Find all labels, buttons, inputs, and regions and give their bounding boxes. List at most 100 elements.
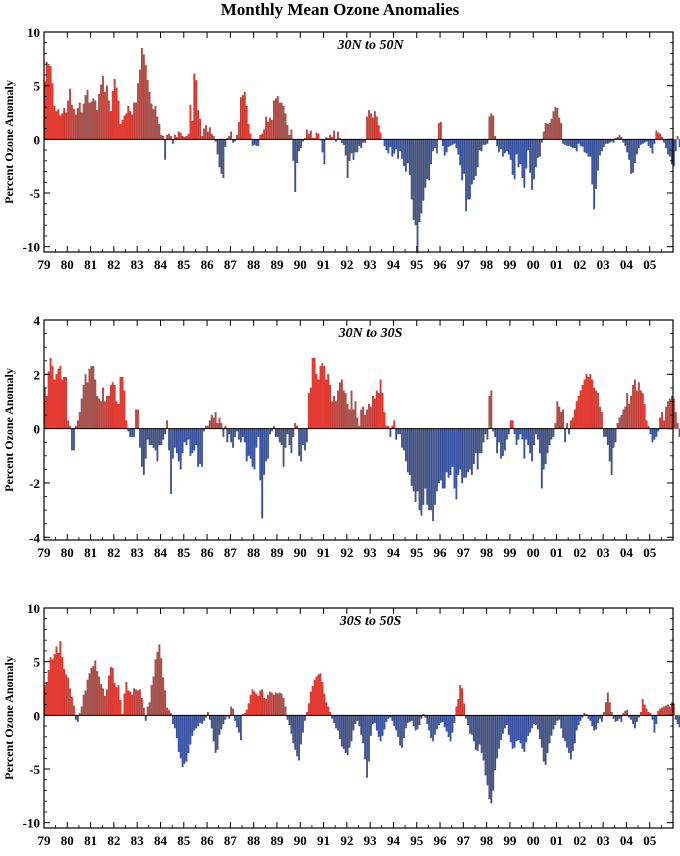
x-tick-label: 86 (201, 257, 215, 270)
bar (465, 428, 467, 478)
bar (455, 428, 458, 500)
bar (230, 706, 233, 716)
bar (197, 110, 200, 140)
bar (383, 715, 386, 730)
bar (282, 428, 285, 467)
bar (280, 693, 283, 716)
bar (86, 382, 89, 429)
bar (655, 130, 658, 140)
bar (537, 428, 539, 440)
bar (47, 64, 50, 140)
bar (637, 382, 640, 429)
bar (420, 428, 423, 516)
bar (463, 703, 465, 716)
bar (537, 139, 539, 158)
bar (589, 715, 592, 721)
bar (653, 715, 656, 733)
x-tick-label: 89 (270, 545, 284, 558)
bar (632, 139, 634, 173)
bar (556, 715, 559, 721)
bar (139, 428, 141, 448)
bar (121, 119, 124, 140)
bar (601, 715, 603, 722)
bar (381, 715, 384, 736)
bar (199, 428, 201, 465)
bar (663, 706, 665, 716)
bar (571, 139, 574, 148)
bar (300, 715, 302, 745)
bar (544, 428, 547, 465)
bar (156, 651, 159, 716)
bar (276, 428, 279, 437)
x-tick-label: 05 (643, 833, 657, 848)
bar (358, 715, 361, 727)
bar (129, 111, 132, 140)
bar (193, 428, 196, 451)
bar (113, 385, 116, 429)
bar (232, 708, 234, 716)
bar (356, 139, 359, 153)
bar (139, 689, 141, 716)
bar (498, 139, 500, 153)
chart-main-title: Monthly Mean Ozone Anomalies (220, 0, 460, 19)
bar (618, 134, 621, 140)
y-axis-label: Percent Ozone Anomaly (2, 656, 16, 780)
bar (280, 102, 283, 140)
bar (455, 139, 458, 148)
bar (65, 376, 68, 429)
bar (156, 116, 159, 140)
bar (288, 134, 291, 140)
bar (286, 715, 289, 720)
bar (556, 401, 559, 429)
bar (535, 715, 537, 726)
bar (315, 374, 318, 429)
bar (307, 703, 310, 716)
bar (472, 428, 475, 465)
bar (560, 412, 563, 429)
bars-30s-50s (43, 641, 680, 804)
bar (552, 428, 555, 437)
bar (432, 139, 434, 152)
bar (659, 417, 662, 429)
bar (47, 371, 50, 429)
bar (133, 102, 135, 140)
bar (566, 139, 568, 146)
bar (519, 139, 522, 165)
y-tick-label: 4 (34, 313, 41, 328)
bar (634, 715, 636, 729)
bar (333, 130, 335, 140)
bar (115, 87, 118, 140)
bar (236, 715, 238, 728)
x-tick-label: 81 (84, 833, 97, 848)
bar (356, 715, 359, 721)
bar (661, 707, 664, 716)
bar (472, 139, 475, 181)
bar (321, 681, 324, 716)
bar (494, 428, 497, 437)
bar (368, 110, 370, 140)
x-tick-label: 99 (503, 833, 517, 848)
bar (399, 428, 401, 435)
bar (403, 715, 405, 738)
bar (511, 420, 514, 429)
bar (624, 406, 627, 429)
bar (104, 401, 106, 429)
bar (329, 385, 332, 429)
x-tick-label: 86 (201, 833, 215, 848)
bar (290, 428, 293, 454)
bar (208, 420, 211, 429)
bar (152, 428, 155, 448)
x-tick-label: 96 (434, 545, 448, 558)
bar (300, 428, 302, 462)
bar (350, 390, 353, 429)
bar (568, 428, 570, 435)
bar (418, 428, 421, 511)
bar (323, 366, 326, 429)
y-tick-label: -2 (29, 476, 40, 491)
bar (137, 83, 139, 140)
bar (401, 139, 403, 159)
bar (220, 139, 223, 174)
bar (111, 382, 114, 429)
bar (240, 428, 242, 443)
bar (647, 139, 650, 146)
